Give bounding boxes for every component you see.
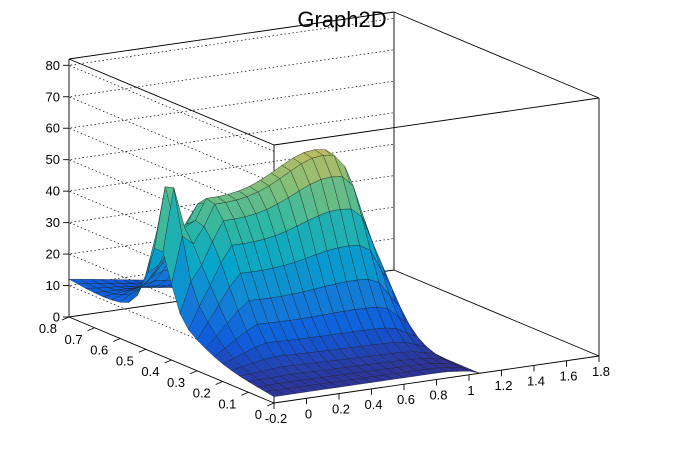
y-tick-mark bbox=[164, 359, 172, 364]
y-tick-label: 0.4 bbox=[141, 364, 159, 379]
frame-edge bbox=[273, 97, 600, 146]
grid-line bbox=[67, 49, 395, 184]
x-tick-label: 1.4 bbox=[527, 373, 545, 388]
z-tick-label: 60 bbox=[46, 121, 60, 136]
frame-edge bbox=[393, 11, 600, 99]
x-tick-label: 0.6 bbox=[397, 392, 415, 407]
grid-line bbox=[67, 80, 395, 215]
y-tick-label: 0.1 bbox=[218, 396, 236, 411]
x-tick-label: 1.8 bbox=[592, 364, 610, 379]
grid-line bbox=[67, 143, 395, 278]
frame-edge bbox=[68, 11, 395, 60]
z-tick-label: 80 bbox=[46, 58, 60, 73]
x-tick-label: 1 bbox=[467, 383, 474, 398]
z-tick-label: 30 bbox=[46, 215, 60, 230]
x-tick-label: 0.4 bbox=[364, 397, 382, 412]
x-tick-label: 0.2 bbox=[332, 402, 350, 417]
y-tick-mark bbox=[215, 381, 223, 385]
y-tick-mark bbox=[87, 327, 95, 332]
surface-mesh bbox=[68, 149, 480, 397]
y-tick-label: 0 bbox=[255, 407, 262, 422]
y-tick-mark bbox=[113, 338, 121, 342]
z-tick-label: 40 bbox=[46, 184, 60, 199]
x-tick-label: 0 bbox=[305, 406, 312, 421]
x-tick-label: 1.6 bbox=[559, 369, 577, 384]
frame-edge bbox=[393, 269, 600, 357]
z-tick-label: 70 bbox=[46, 89, 60, 104]
x-tick-label: -0.2 bbox=[265, 411, 287, 426]
surface-cell bbox=[460, 367, 480, 374]
z-tick-label: 20 bbox=[46, 247, 60, 262]
x-tick-label: 0.8 bbox=[429, 388, 447, 403]
y-tick-label: 0.8 bbox=[39, 321, 57, 336]
z-tick-label: 50 bbox=[46, 152, 60, 167]
y-tick-label: 0.3 bbox=[167, 375, 185, 390]
y-tick-mark bbox=[241, 391, 249, 396]
grid-line bbox=[67, 17, 395, 152]
grid-line bbox=[67, 112, 395, 247]
y-tick-label: 0.7 bbox=[65, 332, 83, 347]
z-tick-label: 10 bbox=[46, 278, 60, 293]
y-tick-label: 0.5 bbox=[116, 353, 134, 368]
y-tick-mark bbox=[61, 316, 70, 321]
frame-edge bbox=[68, 58, 275, 146]
y-tick-mark bbox=[189, 370, 198, 375]
y-tick-mark bbox=[266, 402, 275, 407]
y-tick-label: 0.6 bbox=[90, 343, 108, 358]
x-tick-label: 1.2 bbox=[494, 378, 512, 393]
z-tick-label: 0 bbox=[53, 310, 60, 325]
y-tick-mark bbox=[138, 348, 147, 353]
y-tick-label: 0.2 bbox=[193, 386, 211, 401]
